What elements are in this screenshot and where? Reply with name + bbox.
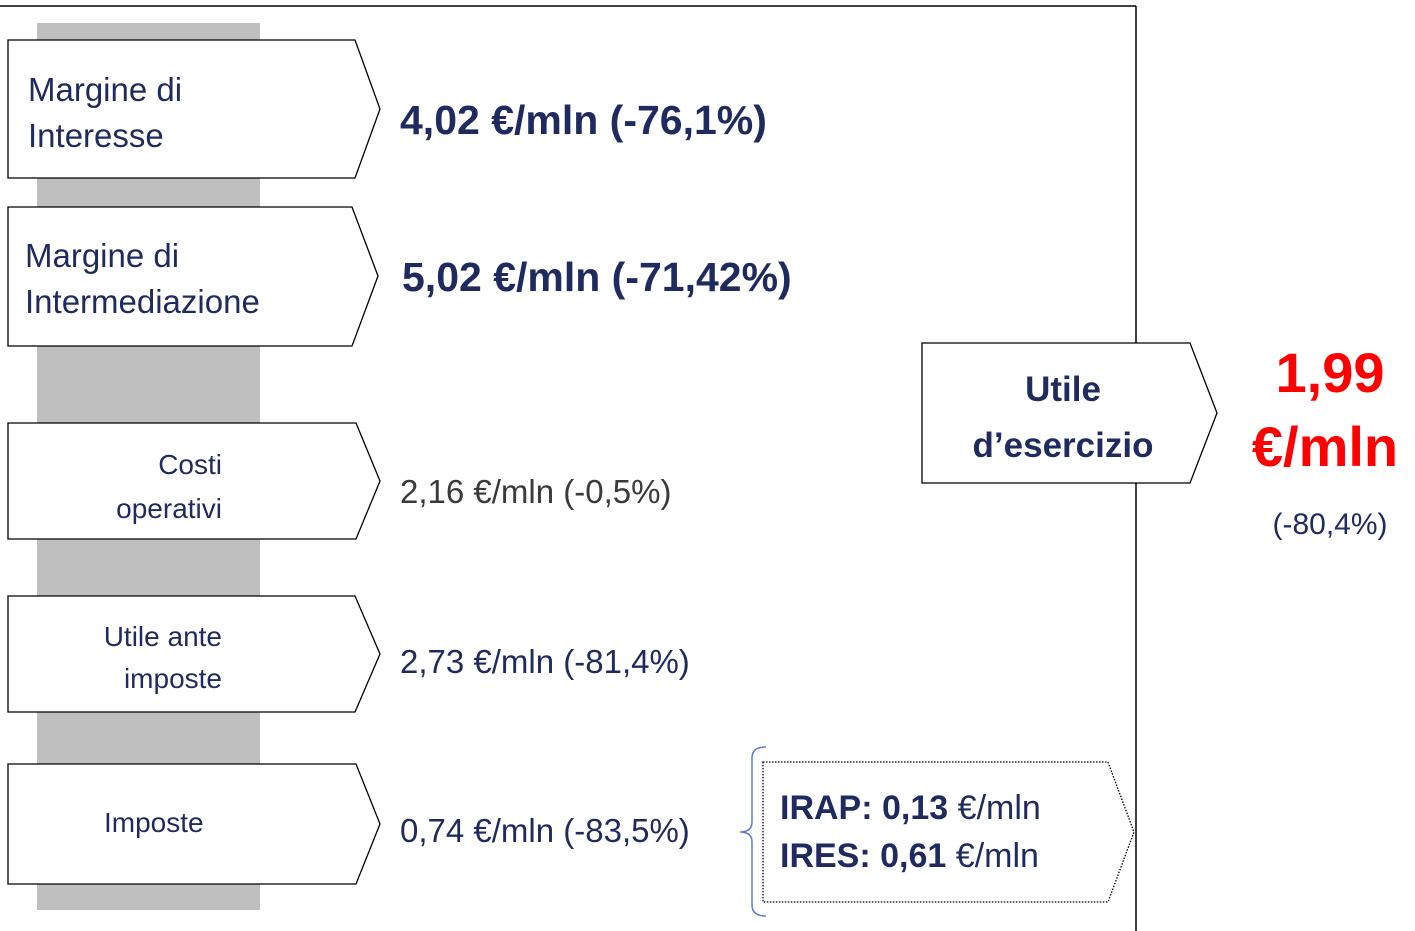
step-value-margine-intermediazione: 5,02 €/mln (-71,42%) bbox=[402, 254, 792, 300]
step-arrow-margine-interesse bbox=[7, 39, 381, 179]
irap-value: 0,13 bbox=[882, 789, 949, 827]
result-change: (-80,4%) bbox=[1272, 508, 1388, 541]
tax-detail-arrow bbox=[762, 761, 1135, 903]
result-value: 1,99 bbox=[1275, 341, 1385, 404]
step-value-imposte: 0,74 €/mln (-83,5%) bbox=[400, 812, 690, 849]
step-arrow-margine-intermediazione bbox=[7, 206, 379, 347]
step-value-margine-interesse: 4,02 €/mln (-76,1%) bbox=[400, 97, 767, 143]
step-value-utile-ante-imposte: 2,73 €/mln (-81,4%) bbox=[400, 643, 690, 680]
result-unit: €/mln bbox=[1251, 415, 1399, 478]
irap-label: IRAP: bbox=[780, 789, 873, 827]
step-label-margine-interesse: Margine di Interesse bbox=[28, 71, 183, 154]
step-label-margine-intermediazione: Margine di Intermediazione bbox=[25, 237, 260, 320]
result-label: Utile d’esercizio bbox=[972, 370, 1154, 465]
step-label-utile-ante-imposte: Utile ante imposte bbox=[103, 621, 222, 694]
ires-value: 0,61 bbox=[880, 837, 947, 875]
tax-detail-irap: IRAP: 0,13 €/mln bbox=[780, 788, 1041, 829]
step-arrow-utile-ante-imposte bbox=[7, 595, 381, 713]
step-value-costi-operativi: 2,16 €/mln (-0,5%) bbox=[400, 473, 672, 510]
result-arrow bbox=[921, 342, 1218, 484]
step-label-imposte: Imposte bbox=[104, 807, 204, 838]
ires-label: IRES: bbox=[780, 837, 871, 875]
step-arrow-imposte bbox=[7, 763, 381, 885]
ires-unit: €/mln bbox=[955, 837, 1039, 875]
step-arrow-costi-operativi bbox=[7, 422, 381, 540]
irap-unit: €/mln bbox=[957, 789, 1041, 827]
step-label-costi-operativi: Costi operativi bbox=[116, 449, 222, 524]
tax-detail-ires: IRES: 0,61 €/mln bbox=[780, 836, 1039, 877]
tax-brace bbox=[739, 746, 767, 917]
